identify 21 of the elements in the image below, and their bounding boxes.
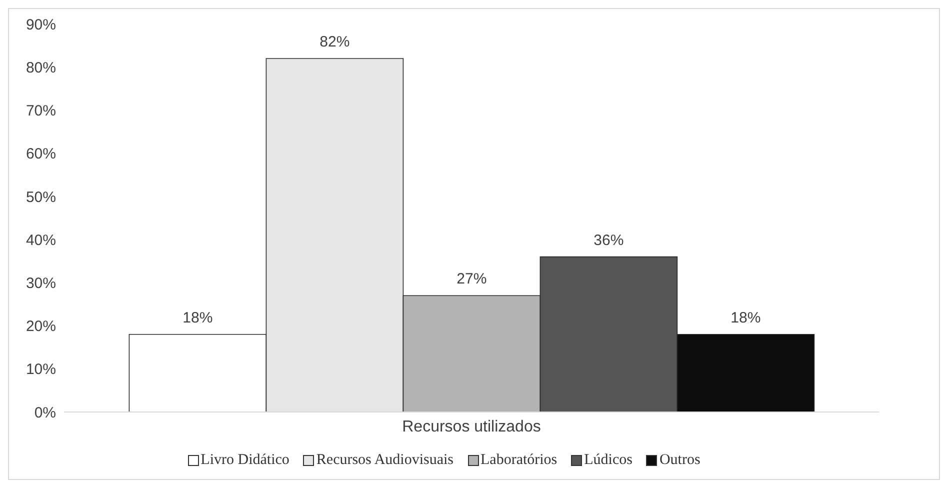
y-tick-label: 10% bbox=[26, 361, 56, 378]
y-tick-label: 20% bbox=[26, 318, 56, 336]
data-label: 82% bbox=[320, 33, 350, 50]
legend-label: Laboratórios bbox=[480, 452, 558, 469]
legend-label: Outros bbox=[658, 452, 700, 469]
y-tick-label: 80% bbox=[26, 59, 56, 76]
legend-label: Lúdicos bbox=[583, 452, 632, 469]
y-tick-label: 60% bbox=[26, 146, 56, 163]
y-tick-label: 90% bbox=[26, 16, 56, 34]
y-tick-label: 0% bbox=[34, 404, 56, 422]
data-label: 18% bbox=[730, 309, 761, 326]
y-tick-label: 30% bbox=[26, 274, 56, 292]
legend-label: Recursos Audiovisuais bbox=[315, 452, 454, 469]
data-label: 27% bbox=[456, 270, 487, 288]
data-label: 36% bbox=[594, 232, 624, 249]
y-tick-label: 40% bbox=[26, 232, 56, 249]
legend-label: Livro Didático bbox=[200, 452, 290, 469]
x-tick-label: Recursos utilizados bbox=[402, 418, 541, 436]
y-tick-label: 70% bbox=[26, 102, 56, 120]
y-tick-label: 50% bbox=[26, 188, 56, 206]
data-label: 18% bbox=[182, 309, 213, 326]
